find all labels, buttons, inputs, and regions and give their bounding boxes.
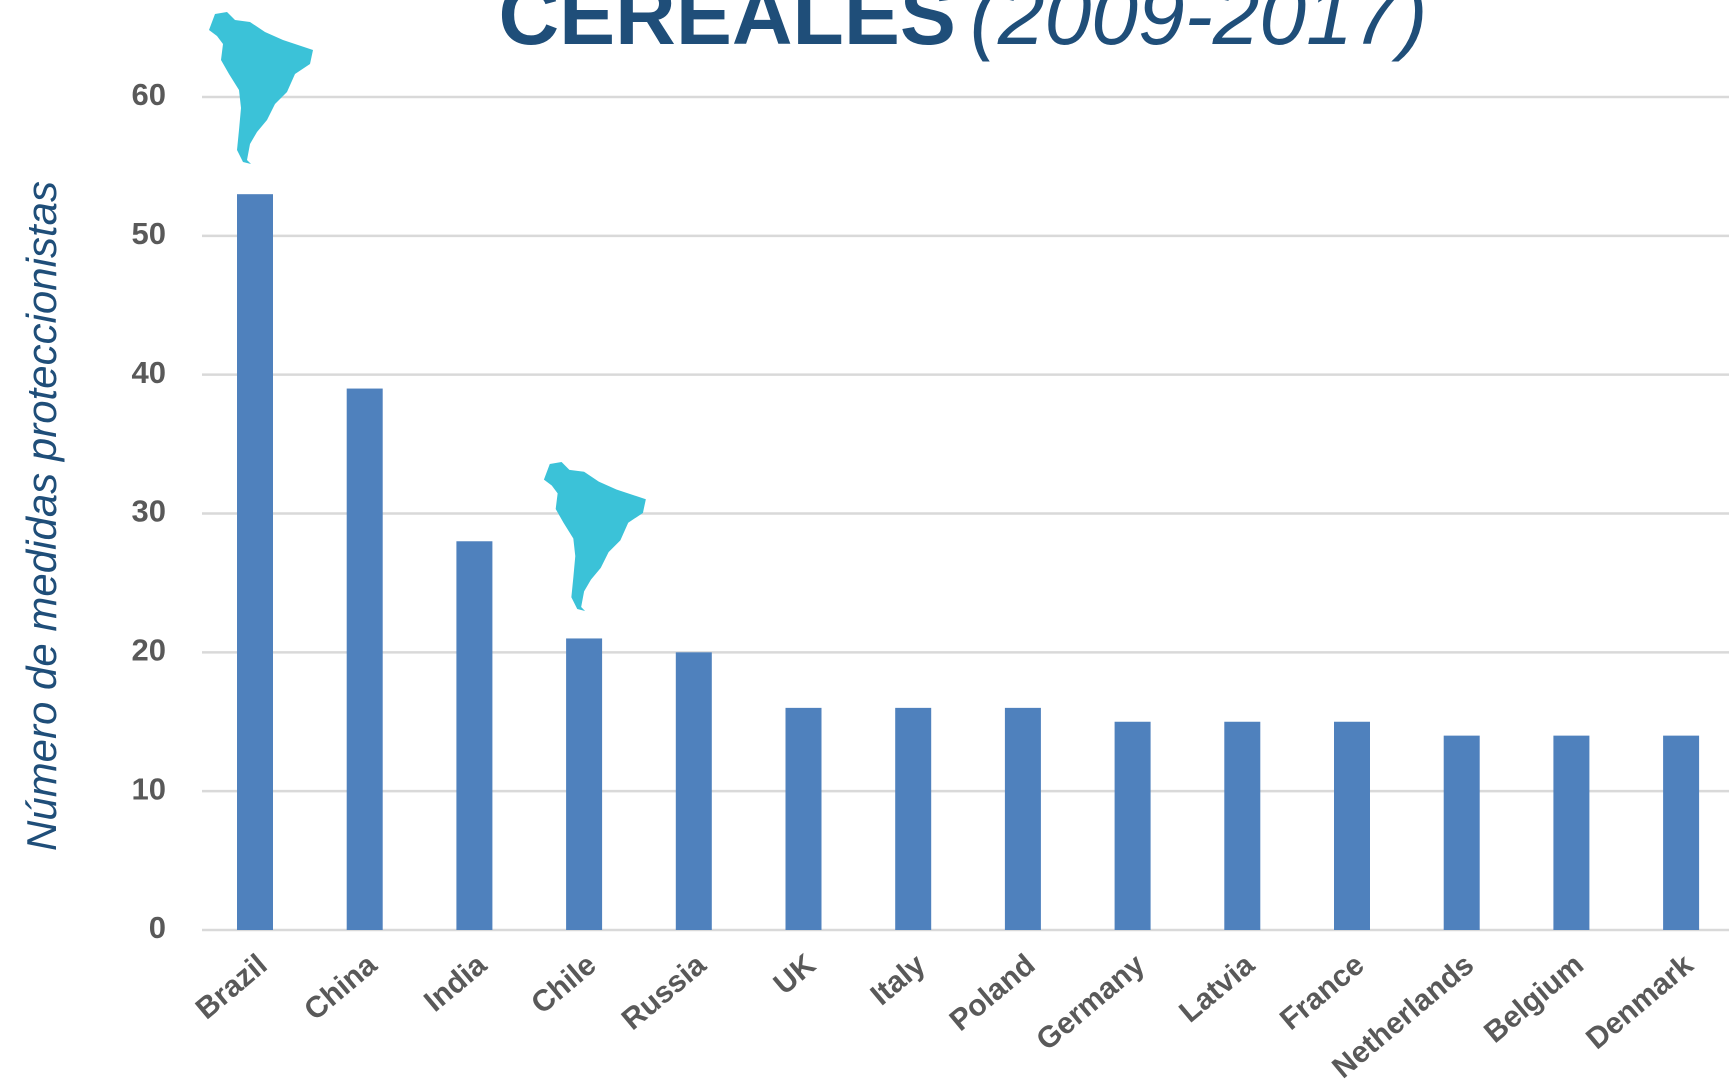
y-tick-label: 30 [132, 494, 166, 529]
bar [785, 707, 822, 930]
bar [1663, 735, 1700, 930]
title-main: CEREALES [498, 0, 955, 62]
bar [456, 541, 493, 930]
x-tick-label: China [298, 948, 383, 1027]
bar [346, 388, 383, 930]
south-america-icon [209, 12, 313, 164]
bar [237, 194, 273, 930]
x-tick-label: Brazil [190, 948, 274, 1026]
y-axis-label: Número de medidas proteccionistas [18, 181, 65, 851]
bar [895, 707, 932, 930]
bar [1004, 707, 1041, 930]
x-tick-label: Poland [944, 948, 1042, 1038]
x-tick-label: UK [768, 948, 823, 1001]
south-america-icon [543, 462, 646, 611]
title-period: (2009-2017) [970, 0, 1428, 62]
bar [1443, 735, 1480, 930]
bar [1224, 721, 1261, 930]
y-tick-label: 60 [132, 77, 166, 112]
y-tick-label: 10 [132, 771, 166, 806]
y-tick-label: 20 [132, 633, 166, 668]
x-tick-label: Latvia [1173, 948, 1261, 1029]
y-tick-label: 0 [149, 910, 166, 945]
chart-title: CEREALES (2009-2017) [498, 0, 1427, 62]
x-tick-label: Italy [865, 948, 932, 1012]
bar [1114, 721, 1151, 930]
x-tick-label: India [418, 948, 493, 1018]
bar [675, 652, 712, 930]
bar [1334, 721, 1370, 930]
x-tick-label: Russia [616, 948, 713, 1037]
y-tick-label: 50 [132, 216, 166, 251]
plot-area: 0 10 20 30 40 50 60 Brazil China India Chile Russia… [132, 77, 1729, 1085]
x-tick-label: Chile [525, 948, 602, 1020]
bar [1553, 735, 1590, 930]
x-tick-label: Germany [1030, 948, 1151, 1057]
x-tick-label: Belgium [1478, 948, 1590, 1049]
bar [566, 638, 603, 930]
x-tick-label: France [1274, 948, 1371, 1037]
y-tick-label: 40 [132, 355, 166, 390]
x-tick-label: Denmark [1580, 948, 1700, 1056]
